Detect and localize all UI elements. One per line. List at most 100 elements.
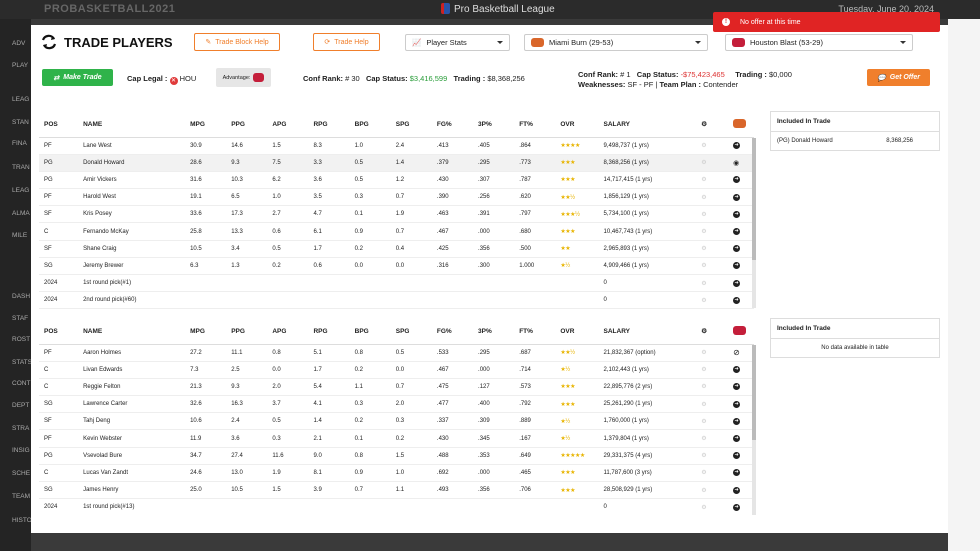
trade-help-button[interactable]: ⟳ Trade Help xyxy=(313,33,380,51)
their-roster-scrollbar[interactable] xyxy=(752,345,756,515)
stats-select[interactable]: 📈 Player Stats xyxy=(405,34,510,51)
column-header-rpg[interactable]: RPG xyxy=(308,319,350,345)
column-header-3p-pct[interactable]: 3P% xyxy=(473,319,515,345)
sidebar-item[interactable]: LEAG xyxy=(12,187,30,194)
column-header-pos[interactable]: POS xyxy=(39,112,79,138)
column-header-spg[interactable]: SPG xyxy=(390,319,432,345)
table-row[interactable]: SF Shane Craig 10.5 3.4 0.5 1.7 0.2 0.4.425.356… xyxy=(39,240,754,258)
column-header-salary[interactable]: SALARY xyxy=(598,112,697,138)
action-cell[interactable]: ➜ xyxy=(728,447,754,465)
column-header-bpg[interactable]: BPG xyxy=(349,112,391,138)
table-row[interactable]: PF Aaron Holmes 27.2 11.1 0.8 5.1 0.8 0.5.533.2… xyxy=(39,344,754,362)
table-row[interactable]: SG Lawrence Carter 32.6 16.3 3.7 4.1 0.3 2.0.47… xyxy=(39,395,754,414)
column-header-ovr[interactable]: OVR xyxy=(555,319,599,345)
sidebar-item[interactable]: STAF xyxy=(12,315,29,322)
column-header-pos[interactable]: POS xyxy=(39,319,79,345)
table-row[interactable]: PG Vsevolad Bure 34.7 27.4 11.6 9.0 0.8 1.5.488… xyxy=(39,447,754,465)
sidebar-item[interactable]: LEAG xyxy=(12,96,30,103)
column-header-rpg[interactable]: RPG xyxy=(308,112,350,138)
arrow-right-icon[interactable]: ➜ xyxy=(733,400,741,408)
scroll-thumb[interactable] xyxy=(752,138,756,260)
action-cell[interactable]: ➜ xyxy=(728,205,754,224)
sidebar-item[interactable]: DASH xyxy=(12,293,31,300)
action-cell[interactable]: ◉ xyxy=(728,154,754,172)
arrow-right-icon[interactable]: ➜ xyxy=(733,417,741,425)
arrow-right-icon[interactable]: ➜ xyxy=(733,210,741,218)
included-row[interactable]: (PG) Donald Howard 8,368,256 xyxy=(771,132,939,150)
arrow-right-icon[interactable]: ➜ xyxy=(733,262,741,270)
table-row[interactable]: PG Donald Howard 28.6 9.3 7.5 3.3 0.5 1.4.379.2… xyxy=(39,154,754,172)
column-header-mpg[interactable]: MPG xyxy=(185,112,227,138)
sidebar-item[interactable]: ALMA xyxy=(12,210,30,217)
column-header-mpg[interactable]: MPG xyxy=(185,319,227,345)
arrow-right-icon[interactable]: ➜ xyxy=(733,228,741,236)
action-cell[interactable]: ➜ xyxy=(728,274,754,293)
table-row[interactable]: C Fernando McKay 25.8 13.3 0.6 6.1 0.9 0.7.467.… xyxy=(39,222,754,241)
table-row[interactable]: SF Kris Posey 33.6 17.3 2.7 4.7 0.1 1.9.463.391… xyxy=(39,205,754,224)
column-header-ppg[interactable]: PPG xyxy=(226,112,268,138)
arrow-right-icon[interactable]: ➜ xyxy=(733,383,741,391)
their-team-select[interactable]: Houston Blast (53-29) xyxy=(725,34,913,51)
table-row[interactable]: SF Tahj Deng 10.6 2.4 0.5 1.4 0.2 0.3.337.309.8… xyxy=(39,412,754,431)
table-row[interactable]: 2024 1st round pick(#1) 0 ⚙ ➜ xyxy=(39,274,754,293)
arrow-right-icon[interactable]: ➜ xyxy=(733,435,741,443)
column-header-ft-pct[interactable]: FT% xyxy=(514,112,556,138)
scroll-thumb[interactable] xyxy=(752,345,756,440)
table-row[interactable]: C Livan Edwards 7.3 2.5 0.0 1.7 0.2 0.0.467.000… xyxy=(39,361,754,379)
column-header-ovr[interactable]: OVR xyxy=(555,112,599,138)
action-cell[interactable]: ➜ xyxy=(728,498,754,515)
arrow-right-icon[interactable]: ➜ xyxy=(733,279,741,287)
arrow-right-icon[interactable]: ➜ xyxy=(733,486,741,494)
column-header-name[interactable]: NAME xyxy=(78,112,186,138)
column-header-3p-pct[interactable]: 3P% xyxy=(473,112,515,138)
sidebar-item[interactable]: SCHE xyxy=(12,470,31,477)
action-cell[interactable]: ➜ xyxy=(728,464,754,483)
column-header-apg[interactable]: APG xyxy=(267,319,309,345)
column-header-name[interactable]: NAME xyxy=(78,319,186,345)
sidebar-item[interactable]: STAN xyxy=(12,119,29,126)
action-cell[interactable]: ➜ xyxy=(728,257,754,276)
column-header-ppg[interactable]: PPG xyxy=(226,319,268,345)
action-cell[interactable]: ➜ xyxy=(728,137,754,155)
arrow-right-icon[interactable]: ➜ xyxy=(733,193,741,201)
action-cell[interactable]: ➜ xyxy=(728,378,754,397)
action-cell[interactable]: ➜ xyxy=(728,361,754,379)
table-row[interactable]: C Reggie Felton 21.3 9.3 2.0 5.4 1.1 0.7.475.12… xyxy=(39,378,754,397)
column-header-fg-pct[interactable]: FG% xyxy=(431,319,474,345)
table-row[interactable]: PF Kevin Webster 11.9 3.6 0.3 2.1 0.1 0.2.430.3… xyxy=(39,429,754,448)
arrow-right-icon[interactable]: ➜ xyxy=(733,296,741,304)
action-cell[interactable]: ➜ xyxy=(728,240,754,258)
action-cell[interactable]: ➜ xyxy=(728,429,754,448)
action-cell[interactable]: ➜ xyxy=(728,222,754,241)
column-header-bpg[interactable]: BPG xyxy=(349,319,391,345)
action-cell[interactable]: ➜ xyxy=(728,481,754,500)
table-row[interactable]: SG James Henry 25.0 10.5 1.5 3.9 0.7 1.1.493.35… xyxy=(39,481,754,500)
table-row[interactable]: PF Lane West 30.9 14.6 1.5 8.3 1.0 2.4.413.405.… xyxy=(39,137,754,155)
action-cell[interactable]: ➜ xyxy=(728,291,754,310)
arrow-right-icon[interactable]: ➜ xyxy=(733,469,741,477)
column-header-salary[interactable]: SALARY xyxy=(598,319,697,345)
action-cell[interactable]: ➜ xyxy=(728,188,754,207)
table-row[interactable]: 2024 1st round pick(#13) 0 ⚙ ➜ xyxy=(39,498,754,515)
table-row[interactable]: SG Jeremy Brewer 6.3 1.3 0.2 0.6 0.0 0.0.316.30… xyxy=(39,257,754,276)
sidebar-item[interactable]: TEAM xyxy=(12,493,31,500)
arrow-right-icon[interactable]: ➜ xyxy=(733,366,741,374)
sidebar-item[interactable]: DEPT xyxy=(12,402,30,409)
table-row[interactable]: C Lucas Van Zandt 24.6 13.0 1.9 8.1 0.9 1.0.692… xyxy=(39,464,754,483)
table-row[interactable]: 2024 2nd round pick(#60) 0 ⚙ ➜ xyxy=(39,291,754,310)
action-cell[interactable]: ➜ xyxy=(728,412,754,431)
make-trade-button[interactable]: ⇄ Make Trade xyxy=(42,69,113,86)
arrow-right-icon[interactable]: ➜ xyxy=(733,503,741,511)
my-roster-scrollbar[interactable] xyxy=(752,138,756,308)
sidebar-item[interactable]: PLAY xyxy=(12,62,29,69)
column-header-spg[interactable]: SPG xyxy=(390,112,432,138)
arrow-right-icon[interactable]: ➜ xyxy=(733,245,741,253)
selected-circle-icon[interactable]: ◉ xyxy=(733,159,740,167)
sidebar-item[interactable]: MILE xyxy=(12,232,28,239)
table-row[interactable]: PG Amir Vickers 31.6 10.3 6.2 3.6 0.5 1.2.430.3… xyxy=(39,171,754,190)
sidebar-item[interactable]: ROST xyxy=(12,336,31,343)
get-offer-button[interactable]: 💬 Get Offer xyxy=(867,69,930,86)
sidebar-item[interactable]: STATS xyxy=(12,359,32,366)
arrow-right-icon[interactable]: ➜ xyxy=(733,452,741,460)
sidebar-item[interactable]: CONT xyxy=(12,380,31,387)
